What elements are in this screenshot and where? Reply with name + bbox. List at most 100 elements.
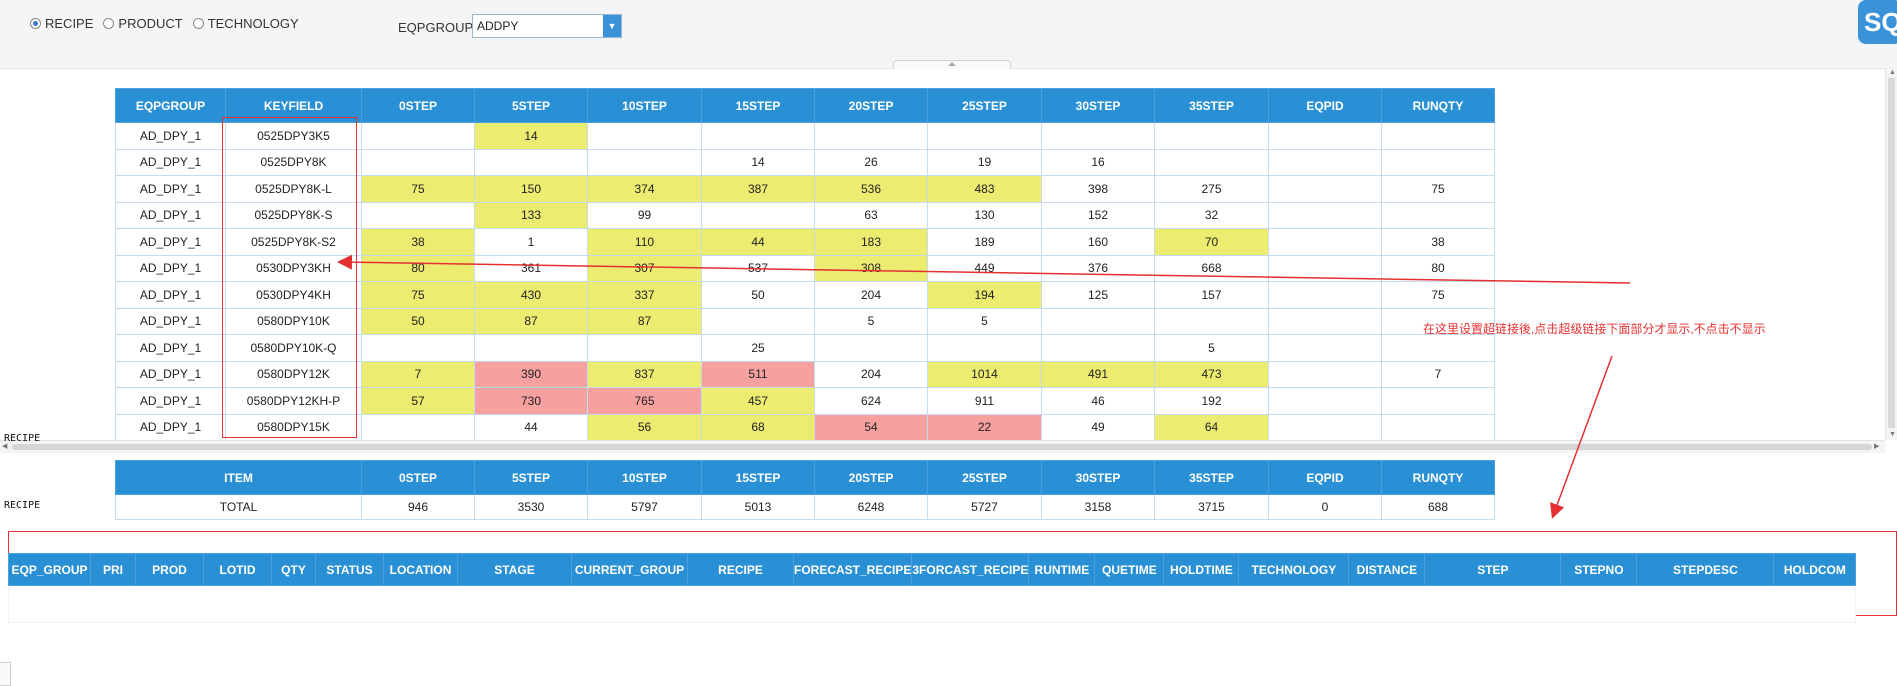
table-cell: 398	[1041, 175, 1155, 203]
table-cell: 56	[587, 413, 702, 441]
table-cell	[1268, 201, 1382, 229]
column-header[interactable]: 3FORCAST_RECIPE	[911, 553, 1030, 586]
table-cell: 152	[1041, 201, 1155, 229]
eqpgroup-select[interactable]: ADDPY ▼	[472, 14, 622, 38]
total-cell: 0	[1268, 494, 1382, 520]
recipe-side-label-2: RECIPE	[4, 500, 41, 511]
scroll-up-icon[interactable]: ▲	[1889, 69, 1896, 76]
arrow-to-keyfield	[337, 254, 1631, 284]
column-header[interactable]: STEPNO	[1560, 553, 1638, 586]
table-cell: AD_DPY_1	[115, 201, 226, 229]
column-header[interactable]: PROD	[135, 553, 204, 586]
keyfield-link-cell[interactable]: 0580DPY12K	[225, 360, 362, 388]
table-cell: AD_DPY_1	[115, 334, 226, 362]
table-cell	[1041, 122, 1155, 150]
keyfield-link-cell[interactable]: 0525DPY3K5	[225, 122, 362, 150]
column-header[interactable]: QTY	[271, 553, 316, 586]
sql-badge[interactable]: SQL	[1858, 0, 1897, 44]
column-header[interactable]: LOCATION	[383, 553, 458, 586]
table-cell: 194	[927, 281, 1042, 309]
table-cell	[1268, 307, 1382, 335]
table-cell: 204	[814, 360, 928, 388]
detail-empty-row	[7, 585, 1857, 623]
table-cell: AD_DPY_1	[115, 387, 226, 415]
radio-recipe-circle[interactable]	[30, 18, 41, 29]
column-header[interactable]: LOTID	[203, 553, 272, 586]
table-cell: 307	[587, 254, 702, 282]
table-cell: 38	[1381, 228, 1495, 256]
column-header[interactable]: RECIPE	[687, 553, 794, 586]
column-header[interactable]: FORECAST_RECIPE	[792, 553, 913, 586]
chevron-down-icon[interactable]: ▼	[603, 15, 621, 37]
scroll-down-icon[interactable]: ▼	[1889, 431, 1896, 438]
recipe-side-label: RECIPE	[4, 433, 41, 444]
column-header[interactable]: RUNTIME	[1028, 553, 1096, 586]
table-cell	[1381, 413, 1495, 441]
table-cell: AD_DPY_1	[115, 281, 226, 309]
column-header[interactable]: STEPDESC	[1636, 553, 1775, 586]
keyfield-link-cell[interactable]: 0580DPY15K	[225, 413, 362, 441]
keyfield-link-cell[interactable]: 0525DPY8K	[225, 148, 362, 176]
column-header[interactable]: 0STEP	[361, 88, 475, 123]
table-cell: AD_DPY_1	[115, 360, 226, 388]
column-header[interactable]: QUETIME	[1094, 553, 1165, 586]
table-cell: 14	[701, 148, 815, 176]
column-header[interactable]: 25STEP	[927, 88, 1042, 123]
radio-recipe[interactable]: RECIPE	[30, 16, 93, 31]
column-header[interactable]: EQPID	[1268, 88, 1382, 123]
column-header[interactable]: DISTANCE	[1348, 553, 1426, 586]
column-header[interactable]: STAGE	[457, 553, 572, 586]
keyfield-link-cell[interactable]: 0580DPY10K	[225, 307, 362, 335]
total-cell: 3158	[1041, 494, 1155, 520]
column-header[interactable]: CURRENT_GROUP	[571, 553, 688, 586]
column-header[interactable]: EQP_GROUP	[8, 553, 91, 586]
column-header[interactable]: HOLDTIME	[1163, 553, 1240, 586]
keyfield-link-cell[interactable]: 0530DPY4KH	[225, 281, 362, 309]
column-header[interactable]: 15STEP	[701, 88, 815, 123]
column-header[interactable]: 10STEP	[587, 88, 702, 123]
keyfield-link-cell[interactable]: 0525DPY8K-L	[225, 175, 362, 203]
collapse-toggle[interactable]	[893, 60, 1011, 69]
column-header[interactable]: 20STEP	[814, 88, 928, 123]
table-cell: 491	[1041, 360, 1155, 388]
radio-product[interactable]: PRODUCT	[103, 16, 183, 31]
column-header[interactable]: 35STEP	[1154, 88, 1269, 123]
column-header[interactable]: RUNQTY	[1381, 88, 1495, 123]
table-cell: 44	[474, 413, 588, 441]
keyfield-link-cell[interactable]: 0525DPY8K-S2	[225, 228, 362, 256]
radio-product-label: PRODUCT	[118, 16, 183, 31]
radio-product-circle[interactable]	[103, 18, 115, 29]
radio-technology-circle[interactable]	[192, 18, 204, 29]
column-header[interactable]: 30STEP	[1041, 88, 1155, 123]
side-panel-handle[interactable]	[0, 662, 11, 686]
column-header[interactable]: HOLDCOM	[1773, 553, 1857, 586]
keyfield-link-cell[interactable]: 0580DPY12KH-P	[225, 387, 362, 415]
column-header[interactable]: PRI	[90, 553, 136, 586]
horizontal-scrollbar[interactable]: ◀ ▶	[0, 440, 1885, 453]
table-cell: 473	[1154, 360, 1269, 388]
radio-technology[interactable]: TECHNOLOGY	[192, 16, 299, 31]
scroll-left-icon[interactable]: ◀	[2, 443, 8, 450]
vertical-scroll-thumb[interactable]	[1888, 78, 1895, 428]
total-cell: 6248	[814, 494, 928, 520]
table-cell: 54	[814, 413, 928, 441]
keyfield-link-cell[interactable]: 0580DPY10K-Q	[225, 334, 362, 362]
column-header[interactable]: 5STEP	[474, 88, 588, 123]
column-header[interactable]: TECHNOLOGY	[1238, 553, 1350, 586]
horizontal-scroll-thumb[interactable]	[12, 444, 1872, 450]
keyfield-link-cell[interactable]: 0525DPY8K-S	[225, 201, 362, 229]
column-header: 20STEP	[814, 460, 928, 495]
table-cell: 387	[701, 175, 815, 203]
table-row: AD_DPY_1 0580DPY10K 50 87 87 5 5	[115, 307, 1495, 335]
table-cell: AD_DPY_1	[115, 175, 226, 203]
column-header[interactable]: STATUS	[315, 553, 384, 586]
column-header[interactable]: STEP	[1424, 553, 1562, 586]
vertical-scrollbar[interactable]: ▲ ▼	[1885, 68, 1897, 440]
table-cell: 376	[1041, 254, 1155, 282]
table-cell: 19	[927, 148, 1042, 176]
column-header[interactable]: EQPGROUP	[115, 88, 226, 123]
table-row: AD_DPY_1 0580DPY10K-Q 25 5	[115, 334, 1495, 362]
radio-technology-label: TECHNOLOGY	[207, 16, 299, 31]
scroll-right-icon[interactable]: ▶	[1874, 443, 1880, 450]
table-cell: 1014	[927, 360, 1042, 388]
